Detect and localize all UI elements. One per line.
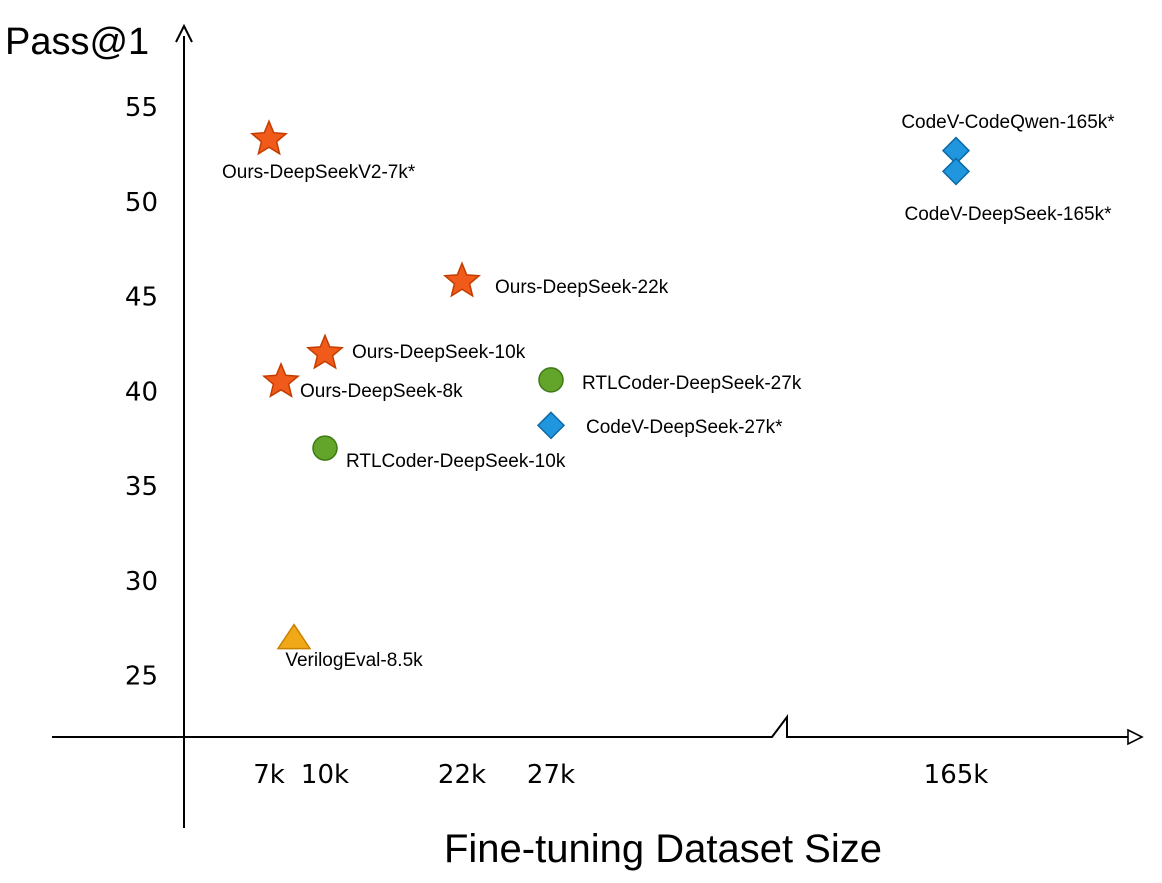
point-label: VerilogEval-8.5k <box>285 650 423 671</box>
point-label: RTLCoder-DeepSeek-10k <box>346 451 566 472</box>
x-axis-arrow <box>1127 728 1144 746</box>
x-tick-label: 10k <box>301 760 349 790</box>
ours-marker <box>306 333 344 370</box>
y-tick-label: 40 <box>125 377 158 407</box>
y-tick-label: 30 <box>125 567 158 597</box>
point-label: Ours-DeepSeek-22k <box>495 277 669 298</box>
point-label: RTLCoder-DeepSeek-27k <box>582 373 802 394</box>
tick-labels: 25 30 35 40 45 50 55 7k 10k 22k 27k 165k <box>125 93 988 790</box>
y-tick-label: 50 <box>125 188 158 218</box>
rtlcoder-marker <box>538 367 564 393</box>
y-axis-arrow <box>175 23 193 43</box>
rtlcoder-marker <box>312 435 338 461</box>
y-tick-label: 45 <box>125 283 158 313</box>
verilogeval-marker <box>276 623 312 650</box>
y-axis-title: Pass@1 <box>5 21 149 63</box>
x-tick-label: 22k <box>438 760 486 790</box>
x-tick-label: 7k <box>253 760 285 790</box>
point-label: CodeV-CodeQwen-165k* <box>901 112 1115 133</box>
ours-marker <box>250 119 288 156</box>
ours-marker <box>262 361 300 398</box>
point-label: Ours-DeepSeek-10k <box>352 342 526 363</box>
x-tick-label: 27k <box>527 760 575 790</box>
codev-marker <box>941 157 971 186</box>
y-tick-label: 35 <box>125 472 158 502</box>
axes <box>52 23 1144 828</box>
x-axis-line-with-break <box>52 714 1128 738</box>
y-tick-label: 25 <box>125 662 158 692</box>
point-label: Ours-DeepSeek-8k <box>300 381 463 402</box>
point-labels: Ours-DeepSeekV2-7k* Ours-DeepSeek-22k Ours… <box>222 112 1115 671</box>
point-label: Ours-DeepSeekV2-7k* <box>222 162 416 183</box>
codev-marker <box>536 411 566 440</box>
x-tick-label: 165k <box>924 760 989 790</box>
ours-marker <box>443 261 481 298</box>
x-axis-title: Fine-tuning Dataset Size <box>444 827 882 871</box>
data-points <box>250 119 971 650</box>
y-tick-label: 55 <box>125 93 158 123</box>
point-label: CodeV-DeepSeek-27k* <box>586 417 783 438</box>
point-label: CodeV-DeepSeek-165k* <box>904 204 1112 225</box>
